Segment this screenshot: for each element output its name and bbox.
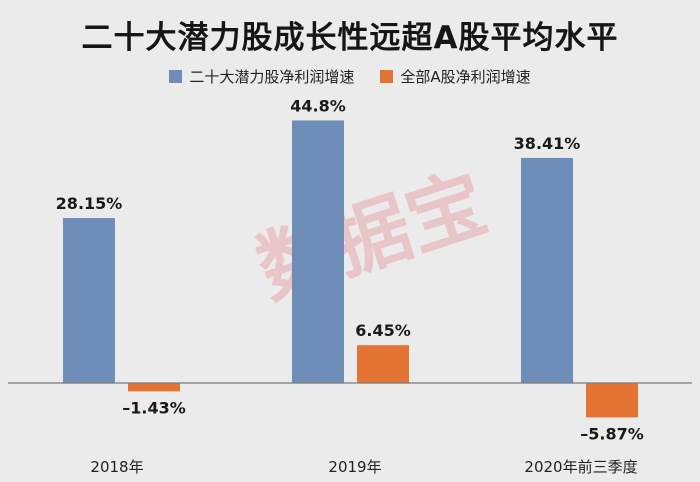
watermark: 数据宝 — [247, 158, 497, 316]
category-label-2: 2019年 — [328, 458, 381, 476]
bar-series-1-cat-1 — [63, 218, 115, 383]
legend-label-series-1: 二十大潜力股净利润增速 — [189, 68, 355, 86]
category-labels: 2018年 2019年 2020年前三季度 — [90, 458, 637, 476]
data-label-series-2-cat-1: –1.43% — [122, 398, 186, 417]
legend-item-series-2: 全部A股净利润增速 — [380, 66, 531, 87]
data-label-series-1-cat-3: 38.41% — [514, 134, 581, 153]
legend-swatch-series-2 — [380, 70, 394, 83]
bar-series-1-cat-3 — [521, 157, 573, 383]
chart-title: 二十大潜力股成长性远超A股平均水平 — [81, 20, 619, 56]
data-label-series-2-cat-3: –5.87% — [580, 424, 644, 443]
bar-series-2-cat-2 — [357, 345, 409, 383]
data-label-series-1-cat-2: 44.8% — [290, 96, 346, 115]
data-label-series-2-cat-2: 6.45% — [355, 321, 411, 340]
category-label-1: 2018年 — [90, 458, 143, 476]
bar-series-2-cat-1 — [128, 383, 180, 392]
bars-group: 28.15% 44.8% 38.41% –1.43% 6.45% –5.87% — [56, 96, 644, 443]
bar-series-1-cat-2 — [292, 120, 344, 384]
legend-label-series-2: 全部A股净利润增速 — [400, 68, 531, 86]
legend-item-series-1: 二十大潜力股净利润增速 — [169, 66, 354, 87]
legend-swatch-series-1 — [169, 70, 183, 83]
category-label-3: 2020年前三季度 — [524, 458, 637, 476]
legend: 二十大潜力股净利润增速 全部A股净利润增速 — [0, 66, 700, 87]
data-label-series-1-cat-1: 28.15% — [56, 194, 123, 213]
bar-series-2-cat-3 — [586, 383, 638, 418]
